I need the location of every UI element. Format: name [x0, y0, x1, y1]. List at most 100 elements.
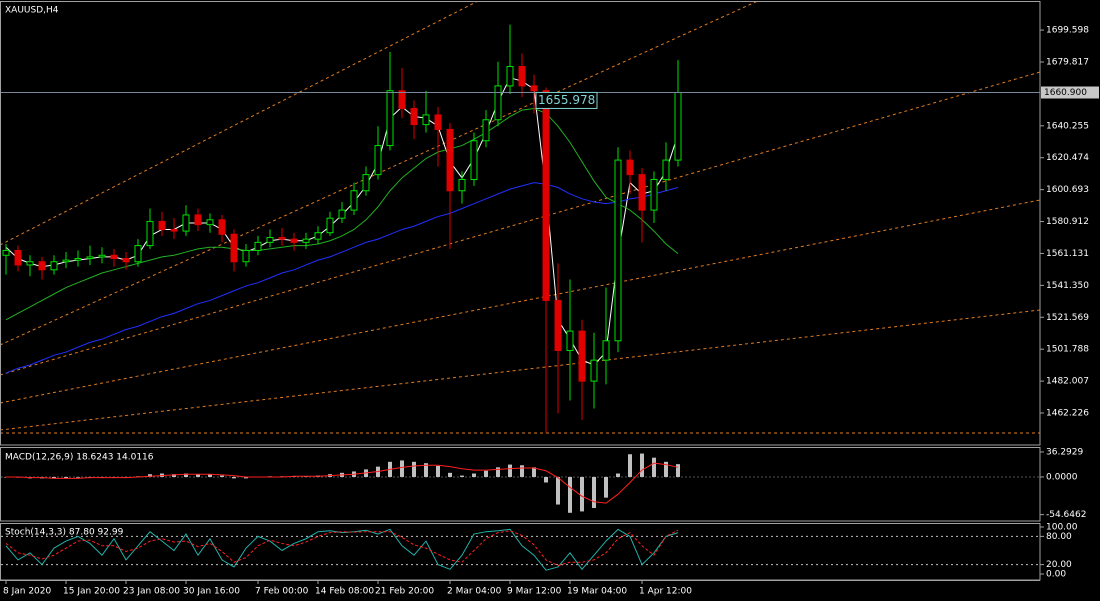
price-panel-frame: [0, 1, 1041, 446]
macd-bar: [208, 474, 212, 477]
macd-bar: [676, 464, 680, 477]
macd-bar: [580, 476, 584, 512]
candle-body: [386, 90, 394, 147]
candle-body: [434, 114, 442, 130]
macd-bar: [460, 475, 464, 477]
candle-body: [146, 220, 154, 247]
y-tick-label: 1620.474: [1046, 153, 1089, 163]
candle-body: [470, 140, 478, 180]
y-tick-label: 80.00: [1046, 532, 1072, 542]
y-tick-label: 1679.817: [1046, 57, 1089, 67]
candle-body: [290, 238, 298, 243]
macd-bar: [508, 464, 512, 477]
candle-body: [350, 190, 358, 211]
candle-body: [638, 174, 646, 211]
macd-bar: [400, 460, 404, 477]
indicator-line: [6, 462, 679, 504]
y-tick-label: 1541.350: [1046, 281, 1089, 291]
candle-body: [230, 233, 238, 263]
y-tick-label: 1462.226: [1046, 409, 1089, 419]
candle-body: [578, 330, 586, 382]
candle-body: [674, 92, 682, 161]
price-tooltip: 1655.978: [538, 93, 595, 107]
x-tick-label: 23 Jan 08:00: [123, 587, 180, 597]
macd-bar: [196, 474, 200, 477]
macd-bar: [604, 476, 608, 498]
y-tick-label: 1521.569: [1046, 313, 1089, 323]
candle-body: [14, 249, 22, 266]
macd-bar: [436, 465, 440, 477]
macd-panel-frame: [0, 447, 1041, 522]
candle-body: [374, 145, 382, 176]
candle-body: [242, 249, 250, 263]
candle-body: [302, 238, 310, 243]
candle-body: [254, 241, 262, 251]
candle-body: [134, 245, 142, 263]
macd-bar: [496, 467, 500, 477]
stoch-title: Stoch(14,3,3) 87.80 92.99: [5, 528, 124, 538]
trendline: [1, 2, 757, 346]
candle-body: [26, 261, 34, 266]
candle-body: [518, 66, 526, 87]
macd-bar: [484, 470, 488, 477]
x-tick-label: 30 Jan 16:00: [183, 587, 240, 597]
y-tick-label: 1699.598: [1046, 26, 1089, 36]
candle-body: [278, 237, 286, 240]
macd-bar: [76, 476, 80, 478]
candle-body: [158, 220, 166, 230]
macd-bar: [664, 461, 668, 477]
trendlines: [1, 2, 1040, 434]
candle-body: [86, 256, 94, 260]
candle-body: [626, 159, 634, 176]
macd-bar: [184, 473, 188, 477]
macd-bar: [232, 476, 236, 479]
candle-body: [2, 249, 10, 256]
macd-bar: [220, 475, 224, 477]
macd-bar: [172, 474, 176, 477]
candle-body: [506, 66, 514, 87]
candle-body: [266, 237, 274, 243]
candle-body: [398, 90, 406, 109]
y-tick-label: 0.0000: [1046, 472, 1078, 482]
macd-bar: [640, 453, 644, 477]
candle-body: [482, 119, 490, 142]
macd-bar: [652, 457, 656, 477]
candle-body: [50, 261, 58, 271]
macd-bar: [616, 473, 620, 477]
candle-body: [74, 258, 82, 261]
candle-body: [110, 254, 118, 260]
macd-bar: [64, 476, 68, 479]
current-price-box: [1041, 86, 1099, 99]
price-tooltip-box: [535, 91, 598, 109]
indicator-line: [5, 182, 679, 374]
candle-body: [566, 330, 574, 351]
trendline: [1, 71, 1040, 376]
x-tick-label: 15 Jan 20:00: [63, 587, 120, 597]
macd-bar: [448, 472, 452, 477]
candle-body: [314, 232, 322, 240]
macd-bar: [568, 476, 572, 513]
x-tick-label: 8 Jan 2020: [3, 587, 51, 597]
candle-body: [590, 359, 598, 382]
candle-body: [326, 217, 334, 234]
candle-body: [338, 209, 346, 219]
candle-body: [194, 214, 202, 226]
macd-bar: [412, 461, 416, 477]
y-tick-label: 1501.788: [1046, 345, 1089, 355]
x-tick-label: 1 Apr 12:00: [639, 587, 692, 597]
macd-bar: [472, 473, 476, 477]
y-tick-label: 1640.255: [1046, 121, 1089, 131]
candle-body: [218, 219, 226, 235]
indicator-line: [5, 107, 679, 321]
current-price-label: 1660.900: [1044, 88, 1087, 98]
candle-body: [362, 174, 370, 192]
macd-bar: [556, 476, 560, 505]
macd-title: MACD(12,26,9) 18.6243 14.0116: [5, 453, 154, 463]
candle-body: [542, 90, 550, 301]
candle-body: [530, 85, 538, 92]
candle-body: [410, 107, 418, 126]
x-tick-label: 21 Feb 20:00: [375, 587, 434, 597]
